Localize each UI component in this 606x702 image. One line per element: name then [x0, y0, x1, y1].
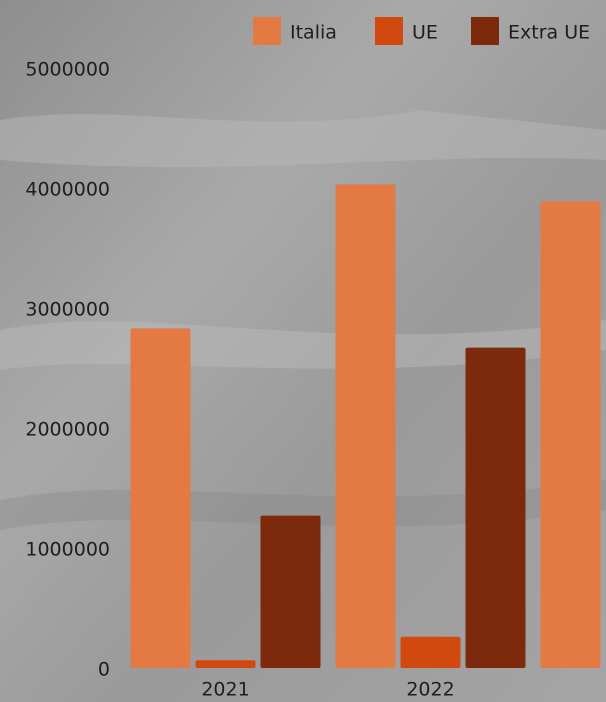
bar: [260, 515, 321, 668]
y-tick-label: 2000000: [25, 419, 110, 441]
legend-label: Italia: [290, 22, 337, 44]
y-tick-label: 1000000: [25, 539, 110, 561]
x-tick-label: 2021: [201, 679, 249, 701]
legend-swatch: [253, 17, 281, 45]
bar: [195, 660, 256, 668]
texture: [0, 110, 606, 168]
bar: [540, 201, 601, 668]
bar: [335, 184, 396, 668]
y-tick-label: 5000000: [25, 59, 110, 81]
legend-swatch: [471, 17, 499, 45]
y-tick-label: 3000000: [25, 299, 110, 321]
bar: [130, 328, 191, 668]
legend-label: Extra UE: [508, 22, 590, 44]
y-tick-label: 0: [98, 659, 110, 681]
bar: [465, 347, 526, 668]
x-tick-label: 2022: [406, 679, 454, 701]
bar: [400, 636, 461, 668]
legend-label: UE: [412, 22, 438, 44]
legend-swatch: [375, 17, 403, 45]
y-tick-label: 4000000: [25, 179, 110, 201]
